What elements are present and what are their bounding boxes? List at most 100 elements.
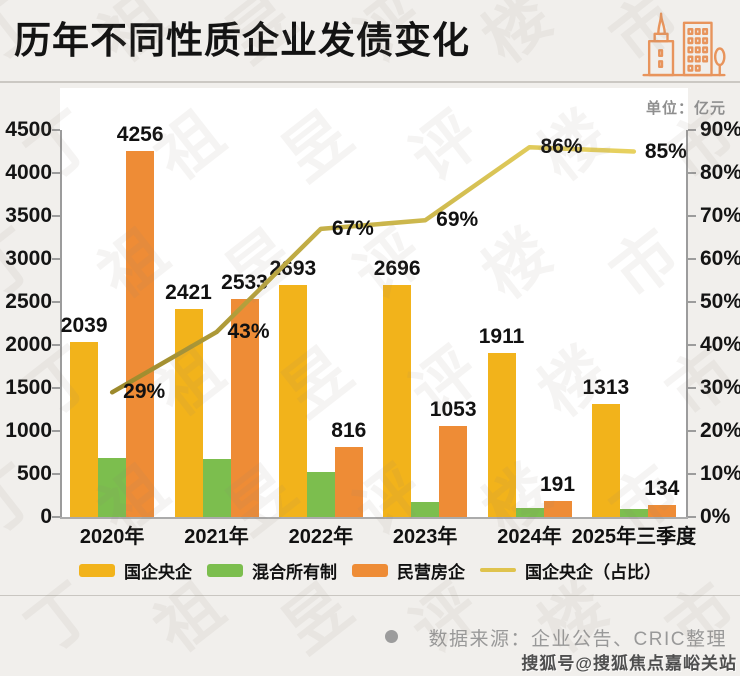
legend-label: 国企央企（占比） (525, 562, 661, 582)
bar-value-label: 1911 (478, 324, 525, 348)
y-axis-right-label: 10% (700, 462, 740, 485)
y-axis-right-label: 0% (700, 505, 731, 528)
legend-bar-swatch (207, 563, 243, 577)
legend-item: 国企央企（占比） (480, 558, 661, 583)
x-axis-label: 2024年 (497, 526, 562, 548)
y-axis-right-label: 40% (700, 333, 740, 356)
y-axis-left-label: 0 (40, 505, 52, 528)
bar-value-label: 191 (539, 472, 576, 496)
y-axis-left-tick (52, 172, 60, 174)
y-axis-left-tick (52, 344, 60, 346)
bar-民营房企-2025年三季度 (647, 505, 676, 517)
y-axis-left-tick (52, 215, 60, 217)
line-value-label: 69% (436, 208, 479, 232)
bar-value-label: 4256 (116, 122, 164, 146)
y-axis-right-label: 60% (700, 247, 740, 270)
y-axis-right-tick (688, 387, 696, 389)
legend-bar-swatch (352, 563, 388, 577)
y-axis-right (686, 130, 688, 517)
bar-民营房企-2024年 (543, 500, 572, 517)
y-axis-left-label: 500 (16, 462, 52, 485)
x-axis-label: 2022年 (288, 526, 354, 548)
y-axis-left-tick (52, 516, 60, 518)
bar-value-label: 1053 (429, 398, 477, 422)
plot-area (60, 88, 688, 517)
bar-value-label: 2039 (60, 313, 108, 337)
bar-国企央企-2020年 (70, 341, 99, 517)
y-axis-left-tick (52, 387, 60, 389)
y-axis-right-tick (688, 129, 696, 131)
legend-label: 国企央企 (124, 562, 192, 582)
y-axis-left-tick (52, 301, 60, 303)
bar-混合所有制-2023年 (411, 501, 440, 517)
x-axis (60, 517, 688, 519)
bullet-dot (385, 630, 398, 643)
legend-item: 民营房企 (352, 558, 465, 583)
y-axis-right-label: 90% (700, 118, 740, 141)
bar-国企央企-2024年 (487, 352, 516, 517)
legend-label: 混合所有制 (252, 562, 337, 582)
x-axis-label: 2021年 (184, 526, 249, 548)
y-axis-right-tick (688, 344, 696, 346)
legend-label: 民营房企 (397, 562, 465, 582)
y-axis-left-tick (52, 473, 60, 475)
y-axis-left-label: 1500 (5, 376, 52, 399)
y-axis-left-label: 4000 (5, 161, 52, 184)
line-value-label: 67% (331, 216, 374, 240)
bar-民营房企-2023年 (439, 426, 468, 517)
y-axis-left-label: 1000 (5, 419, 52, 442)
y-axis-right-tick (688, 215, 696, 217)
bar-国企央企-2025年三季度 (591, 404, 620, 517)
legend-bar-swatch (79, 563, 115, 577)
line-value-label: 86% (540, 135, 583, 159)
legend-item: 国企央企 (79, 558, 192, 583)
bar-value-label: 1313 (582, 376, 630, 400)
buildings-icon (642, 12, 726, 77)
bar-value-label: 2533 (221, 271, 268, 295)
y-axis-left-label: 3500 (5, 204, 52, 227)
bar-value-label: 2421 (165, 280, 212, 304)
x-axis-label: 2023年 (392, 526, 458, 548)
footer-divider (0, 595, 740, 596)
unit-label: 单位：亿元 (645, 100, 726, 117)
y-axis-left-label: 2000 (5, 333, 52, 356)
header-divider (0, 81, 740, 83)
y-axis-right-label: 30% (700, 376, 740, 399)
y-axis-left-tick (52, 129, 60, 131)
y-axis-right-label: 70% (700, 204, 740, 227)
y-axis-right-label: 20% (700, 419, 740, 442)
y-axis-left (60, 130, 62, 517)
legend-item: 混合所有制 (207, 558, 337, 583)
y-axis-right-tick (688, 430, 696, 432)
line-value-label: 43% (227, 320, 270, 344)
y-axis-right-tick (688, 172, 696, 174)
bar-value-label: 2693 (269, 257, 317, 281)
y-axis-left-tick (52, 258, 60, 260)
y-axis-right-tick (688, 258, 696, 260)
bar-民营房企-2022年 (334, 446, 363, 517)
page-title: 历年不同性质企业发债变化 (14, 20, 470, 61)
y-axis-left-label: 4500 (5, 118, 52, 141)
y-axis-right-tick (688, 516, 696, 518)
y-axis-right-label: 80% (700, 161, 740, 184)
y-axis-left-label: 2500 (5, 290, 52, 313)
bar-民营房企-2021年 (230, 299, 259, 517)
bar-国企央企-2022年 (278, 285, 307, 517)
bar-混合所有制-2022年 (306, 472, 335, 517)
y-axis-left-label: 3000 (5, 247, 52, 270)
bar-混合所有制-2025年三季度 (619, 509, 648, 517)
bar-value-label: 2696 (373, 257, 421, 281)
bar-value-label: 134 (644, 477, 680, 501)
y-axis-right-tick (688, 473, 696, 475)
bar-混合所有制-2021年 (202, 459, 231, 517)
x-axis-label: 2025年三季度 (571, 526, 697, 548)
y-axis-right-label: 50% (700, 290, 740, 313)
sohu-watermark: 搜狐号@搜狐焦点嘉峪关站 (521, 654, 737, 673)
line-value-label: 29% (123, 380, 166, 404)
legend: 国企央企 混合所有制 民营房企 国企央企（占比） (0, 555, 740, 585)
bar-value-label: 816 (331, 418, 367, 442)
legend-line-swatch (480, 568, 516, 572)
y-axis-right-tick (688, 301, 696, 303)
